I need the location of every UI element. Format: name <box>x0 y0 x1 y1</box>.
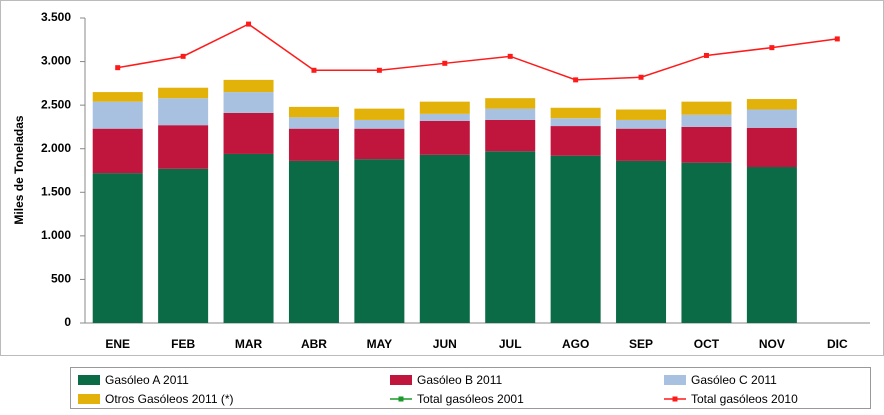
bar-segment <box>550 126 601 156</box>
bar-segment <box>681 101 732 115</box>
line-marker <box>834 36 840 42</box>
bar-segment <box>158 168 209 323</box>
x-tick-label: AGO <box>562 337 589 351</box>
x-tick-label: ABR <box>301 337 327 351</box>
bar-segment <box>92 128 143 174</box>
bar-segment <box>746 127 797 168</box>
bar-segment <box>419 101 470 114</box>
bar-segment <box>223 92 274 113</box>
bar-segment <box>616 128 667 161</box>
legend-label: Total gasóleos 2001 <box>417 392 524 406</box>
bar-segment <box>616 119 667 129</box>
bar-segment <box>485 119 536 152</box>
legend-swatch <box>78 375 100 385</box>
y-tick-label: 500 <box>51 272 71 286</box>
bar-segment <box>419 154 470 323</box>
bar-segment <box>288 160 339 323</box>
y-tick-label: 2.500 <box>41 97 71 111</box>
bar-segment <box>92 101 143 129</box>
y-tick-label: 1.000 <box>41 228 71 242</box>
x-tick-label: SEP <box>629 337 653 351</box>
bar-segment <box>92 173 143 323</box>
bar-segment <box>746 99 797 110</box>
bar-segment <box>746 109 797 128</box>
x-tick-label: MAR <box>235 337 263 351</box>
bar-segment <box>681 162 732 323</box>
bar-segment <box>550 107 601 119</box>
bar-segment <box>354 128 405 160</box>
line-marker <box>507 53 513 59</box>
y-axis-label: Miles de Toneladas <box>12 115 26 224</box>
bar-segment <box>223 153 274 323</box>
bar-segment <box>485 108 536 120</box>
x-tick-label: JUL <box>499 337 522 351</box>
bar-segment <box>485 151 536 323</box>
bar-segment <box>616 109 667 120</box>
y-tick-label: 0 <box>64 315 71 329</box>
bar-segment <box>354 108 405 120</box>
legend-marker <box>672 396 678 402</box>
legend-label: Gasóleo A 2011 <box>105 373 189 387</box>
bar-segment <box>288 117 339 129</box>
line-marker <box>442 60 448 66</box>
bar-segment <box>223 79 274 93</box>
legend-swatch <box>390 375 412 385</box>
y-tick-label: 2.000 <box>41 141 71 155</box>
bar-segment <box>288 106 339 118</box>
bar-segment <box>746 167 797 323</box>
line-marker <box>311 67 317 73</box>
x-tick-label: NOV <box>759 337 785 351</box>
bar-segment <box>485 98 536 109</box>
y-tick-label: 3.500 <box>41 10 71 24</box>
x-tick-label: ENE <box>105 337 130 351</box>
bar-segment <box>681 114 732 127</box>
bar-segment <box>419 120 470 155</box>
bar-segment <box>158 87 209 99</box>
bar-segment <box>616 160 667 323</box>
bar-segment <box>354 119 405 129</box>
x-tick-label: OCT <box>694 337 720 351</box>
line-marker <box>180 53 186 59</box>
line-marker <box>115 65 121 71</box>
legend-marker <box>398 396 404 402</box>
bar-segment <box>550 155 601 323</box>
line-marker <box>573 77 579 83</box>
legend-label: Otros Gasóleos 2011 (*) <box>105 392 234 406</box>
bar-segment <box>354 159 405 323</box>
legend-swatch <box>78 394 100 404</box>
legend-box <box>70 367 871 409</box>
y-tick-label: 1.500 <box>41 184 71 198</box>
bar-segment <box>419 113 470 121</box>
legend-swatch <box>664 375 686 385</box>
bar-segment <box>158 125 209 169</box>
line-marker <box>769 45 775 51</box>
y-tick-label: 3.000 <box>41 54 71 68</box>
x-tick-label: FEB <box>171 337 195 351</box>
bar-segment <box>288 128 339 161</box>
bar-segment <box>158 98 209 126</box>
line-marker <box>376 67 382 73</box>
x-tick-label: DIC <box>827 337 848 351</box>
bar-segment <box>92 92 143 102</box>
x-tick-label: MAY <box>367 337 393 351</box>
bar-segment <box>681 126 732 163</box>
legend-label: Total gasóleos 2010 <box>691 392 798 406</box>
line-marker <box>703 52 709 58</box>
legend-label: Gasóleo C 2011 <box>691 373 777 387</box>
line-marker <box>246 21 252 27</box>
line <box>117 23 838 81</box>
legend-label: Gasóleo B 2011 <box>417 373 502 387</box>
bar-segment <box>550 118 601 127</box>
line-marker <box>638 74 644 80</box>
x-tick-label: JUN <box>433 337 457 351</box>
bar-segment <box>223 112 274 154</box>
